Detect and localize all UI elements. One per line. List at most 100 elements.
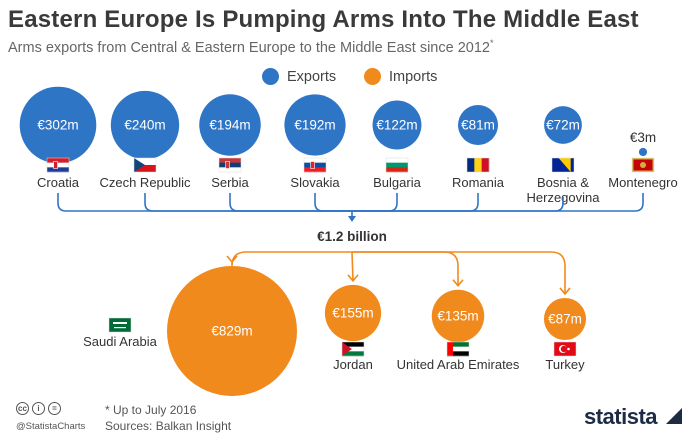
export-country-label: Slovakia — [290, 175, 340, 190]
license-icons: cc i = — [16, 402, 61, 415]
jordan-flag-part — [342, 342, 352, 356]
jordan-flag-border — [341, 341, 365, 357]
slovakia-flag-part — [304, 162, 326, 168]
bosnia-flag-part — [558, 158, 571, 172]
uae-flag-part — [447, 342, 469, 347]
slovakia-flag-part — [310, 161, 315, 169]
import-arrowhead — [226, 255, 238, 264]
export-connector — [352, 193, 398, 212]
croatia-flag-border — [46, 157, 70, 173]
import-connector — [352, 251, 459, 286]
import-value-label: €87m — [548, 312, 582, 327]
turkey-flag — [553, 341, 577, 357]
export-bubble — [284, 94, 346, 156]
saudi-flag-part — [109, 318, 131, 332]
serbia-flag-part — [225, 161, 230, 169]
export-country-label: Czech Republic — [99, 175, 191, 190]
import-connector — [351, 251, 354, 281]
chart-subtitle: Arms exports from Central & Eastern Euro… — [8, 38, 493, 56]
export-bubble — [110, 90, 180, 160]
source-note: Sources: Balkan Insight — [105, 419, 232, 433]
export-value-label: €240m — [124, 118, 165, 133]
subtitle-text: Arms exports from Central & Eastern Euro… — [8, 39, 490, 56]
export-connector — [57, 193, 352, 212]
slovakia-flag-part — [304, 158, 326, 163]
serbia-flag-part — [219, 158, 241, 163]
export-country-label: Montenegro — [608, 175, 677, 190]
uae-flag — [446, 341, 470, 357]
czech-flag — [133, 157, 157, 173]
social-handle: @StatistaCharts — [16, 421, 86, 432]
romania-flag — [466, 157, 490, 173]
uae-flag-border — [446, 341, 470, 357]
turkey-flag-part — [567, 347, 570, 351]
export-connector — [229, 193, 352, 212]
turkey-flag-part — [560, 345, 568, 353]
export-bubble — [458, 105, 498, 145]
croatia-flag — [46, 157, 70, 173]
serbia-flag-border — [218, 157, 242, 173]
slovakia-flag — [303, 157, 327, 173]
croatia-flag-part — [47, 167, 69, 173]
export-connector — [144, 193, 352, 212]
import-bubble — [167, 266, 297, 396]
uae-flag-part — [447, 351, 469, 357]
attribution-icon: i — [32, 402, 45, 415]
cc-icon: cc — [16, 402, 29, 415]
no-derivatives-icon: = — [48, 402, 61, 415]
bulgaria-flag-part — [386, 167, 408, 173]
export-country-label: Bosnia & — [537, 175, 589, 190]
czech-flag-border — [133, 157, 157, 173]
bosnia-flag-border — [551, 157, 575, 173]
import-bubble — [324, 284, 382, 342]
jordan-flag — [341, 341, 365, 357]
export-bubble — [372, 100, 422, 150]
montenegro-flag-part — [640, 162, 646, 168]
export-value-label: €192m — [294, 118, 335, 133]
export-value-label: €3m — [630, 130, 656, 145]
export-value-label: €72m — [546, 118, 580, 133]
exports-legend-swatch — [262, 68, 279, 85]
turkey-flag-border — [553, 341, 577, 357]
imports-legend-swatch — [364, 68, 381, 85]
legend-exports: Exports — [262, 68, 336, 85]
saudi-flag — [108, 317, 132, 333]
import-arrowhead — [452, 279, 464, 288]
import-value-label: €135m — [437, 309, 478, 324]
jordan-flag-part — [342, 351, 364, 357]
import-country-label: Saudi Arabia — [83, 334, 157, 349]
import-country-label: Turkey — [545, 357, 585, 372]
export-connector — [352, 193, 644, 212]
total-label: €1.2 billion — [317, 229, 387, 244]
export-value-label: €81m — [461, 118, 495, 133]
export-bubble — [19, 86, 97, 164]
bulgaria-flag-border — [385, 157, 409, 173]
romania-flag-part — [467, 158, 475, 172]
jordan-flag-part — [342, 342, 364, 347]
croatia-flag-part — [53, 161, 58, 169]
import-arrowhead — [347, 274, 359, 283]
uae-flag-part — [447, 346, 469, 352]
statista-logo: statista — [584, 404, 658, 429]
export-bubble — [638, 147, 648, 157]
croatia-flag-part — [47, 158, 69, 163]
croatia-flag-part — [47, 162, 69, 168]
chart-title: Eastern Europe Is Pumping Arms Into The … — [8, 6, 639, 33]
romania-flag-border — [466, 157, 490, 173]
exports-legend-label: Exports — [287, 68, 337, 85]
footnote-date: * Up to July 2016 — [105, 403, 197, 417]
serbia-flag — [218, 157, 242, 173]
serbia-flag-part — [219, 167, 241, 173]
czech-flag-part — [134, 158, 156, 165]
export-country-label: Romania — [452, 175, 505, 190]
legend-imports: Imports — [364, 68, 437, 85]
export-country-label: Croatia — [37, 175, 80, 190]
slovakia-flag-part — [304, 167, 326, 173]
export-connector — [314, 193, 352, 212]
import-value-label: €829m — [211, 324, 252, 339]
import-bubble — [431, 289, 485, 343]
export-country-label: Serbia — [211, 175, 249, 190]
export-value-label: €302m — [37, 118, 78, 133]
slovakia-flag-border — [303, 157, 327, 173]
